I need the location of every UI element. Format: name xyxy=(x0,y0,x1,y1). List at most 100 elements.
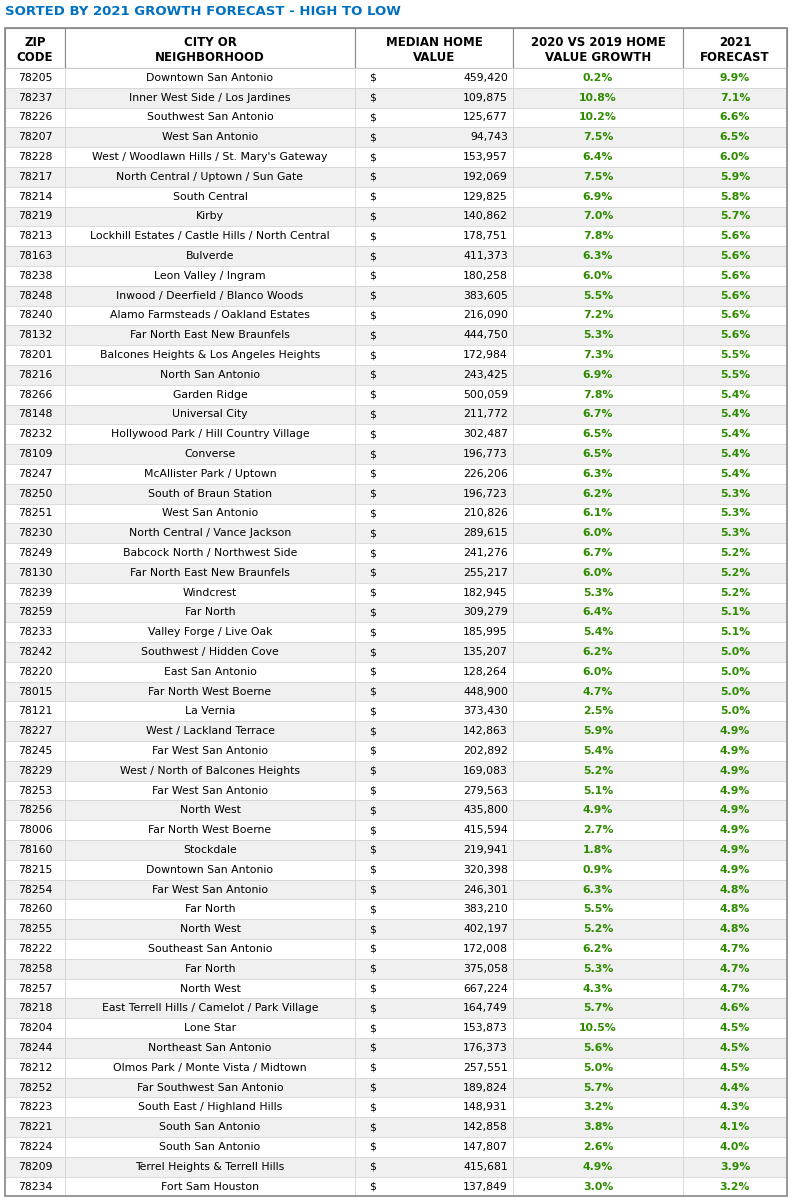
Bar xyxy=(355,1077,513,1098)
Bar xyxy=(513,1098,683,1117)
Text: Garden Ridge: Garden Ridge xyxy=(173,389,247,400)
Bar xyxy=(65,484,355,503)
Text: NEIGHBORHOOD: NEIGHBORHOOD xyxy=(155,50,265,64)
Text: $: $ xyxy=(369,1082,376,1093)
Text: North West: North West xyxy=(180,924,241,934)
Bar xyxy=(5,919,65,939)
Bar xyxy=(355,88,513,108)
Bar xyxy=(355,860,513,879)
Text: 78239: 78239 xyxy=(17,587,52,598)
Text: 5.3%: 5.3% xyxy=(583,963,613,974)
Bar xyxy=(5,325,65,345)
Bar xyxy=(513,820,683,839)
Bar xyxy=(355,108,513,127)
Text: 78214: 78214 xyxy=(17,192,52,202)
Text: $: $ xyxy=(369,984,376,993)
Text: 10.8%: 10.8% xyxy=(579,92,617,103)
Bar xyxy=(513,444,683,464)
Text: Far West San Antonio: Far West San Antonio xyxy=(152,746,268,755)
Bar xyxy=(355,444,513,464)
Text: Far North: Far North xyxy=(185,904,235,914)
Bar xyxy=(5,524,65,543)
Bar xyxy=(513,879,683,900)
Text: 444,750: 444,750 xyxy=(463,330,508,340)
Text: 78255: 78255 xyxy=(17,924,52,934)
Text: 4.9%: 4.9% xyxy=(720,746,750,755)
Bar xyxy=(65,820,355,839)
Bar xyxy=(5,148,65,167)
Text: North San Antonio: North San Antonio xyxy=(160,370,260,380)
Text: 78242: 78242 xyxy=(17,647,52,657)
Text: 302,487: 302,487 xyxy=(463,429,508,440)
Text: 78230: 78230 xyxy=(17,528,52,538)
Text: CITY OR: CITY OR xyxy=(184,36,237,48)
Bar xyxy=(355,563,513,582)
Text: 5.6%: 5.6% xyxy=(720,232,750,241)
Text: Far North: Far North xyxy=(185,608,235,617)
Bar xyxy=(5,1137,65,1157)
Bar xyxy=(355,148,513,167)
Bar xyxy=(513,167,683,187)
Text: $: $ xyxy=(369,73,376,83)
Text: 78250: 78250 xyxy=(17,489,52,498)
Text: 5.2%: 5.2% xyxy=(583,766,613,776)
Text: 4.9%: 4.9% xyxy=(720,785,750,795)
Text: 6.1%: 6.1% xyxy=(583,508,613,519)
Text: 6.0%: 6.0% xyxy=(583,568,613,578)
Bar xyxy=(5,503,65,524)
Bar xyxy=(513,503,683,524)
Bar xyxy=(683,1077,787,1098)
Bar xyxy=(683,998,787,1018)
Text: Far North: Far North xyxy=(185,963,235,974)
Text: 78244: 78244 xyxy=(17,1042,52,1053)
Bar xyxy=(355,226,513,246)
Bar xyxy=(683,405,787,424)
Text: FORECAST: FORECAST xyxy=(700,50,770,64)
Text: 78015: 78015 xyxy=(17,687,52,697)
Text: 2020 VS 2019 HOME: 2020 VS 2019 HOME xyxy=(531,36,665,48)
Bar xyxy=(355,839,513,860)
Bar xyxy=(683,1058,787,1077)
Text: 289,615: 289,615 xyxy=(463,528,508,538)
Bar xyxy=(355,820,513,839)
Text: $: $ xyxy=(369,706,376,716)
Bar xyxy=(5,28,65,68)
Bar xyxy=(355,484,513,503)
Bar xyxy=(355,305,513,325)
Bar xyxy=(513,1038,683,1058)
Text: $: $ xyxy=(369,885,376,895)
Text: 7.5%: 7.5% xyxy=(583,132,613,142)
Bar xyxy=(513,1157,683,1177)
Bar xyxy=(683,603,787,622)
Text: 196,723: 196,723 xyxy=(463,489,508,498)
Text: 78232: 78232 xyxy=(17,429,52,440)
Text: $: $ xyxy=(369,429,376,440)
Text: 78205: 78205 xyxy=(17,73,52,83)
Bar xyxy=(513,603,683,622)
Text: 78228: 78228 xyxy=(17,153,52,162)
Text: 5.3%: 5.3% xyxy=(720,508,750,519)
Bar xyxy=(513,207,683,226)
Bar xyxy=(513,643,683,662)
Bar xyxy=(5,384,65,405)
Bar xyxy=(65,1117,355,1137)
Bar xyxy=(355,187,513,207)
Bar xyxy=(65,582,355,603)
Bar xyxy=(513,405,683,424)
Text: Lockhill Estates / Castle Hills / North Central: Lockhill Estates / Castle Hills / North … xyxy=(90,232,329,241)
Text: 6.5%: 6.5% xyxy=(583,429,613,440)
Text: 216,090: 216,090 xyxy=(463,310,508,321)
Bar xyxy=(5,543,65,563)
Bar xyxy=(5,860,65,879)
Text: 6.2%: 6.2% xyxy=(583,647,613,657)
Bar xyxy=(5,722,65,741)
Text: 4.7%: 4.7% xyxy=(720,984,750,993)
Text: Olmos Park / Monte Vista / Midtown: Olmos Park / Monte Vista / Midtown xyxy=(113,1063,307,1072)
Text: 78109: 78109 xyxy=(17,449,52,459)
Text: 4.9%: 4.9% xyxy=(720,825,750,835)
Bar xyxy=(513,187,683,207)
Text: 148,931: 148,931 xyxy=(463,1103,508,1112)
Text: 176,373: 176,373 xyxy=(463,1042,508,1053)
Bar xyxy=(355,1038,513,1058)
Text: 78220: 78220 xyxy=(17,667,52,677)
